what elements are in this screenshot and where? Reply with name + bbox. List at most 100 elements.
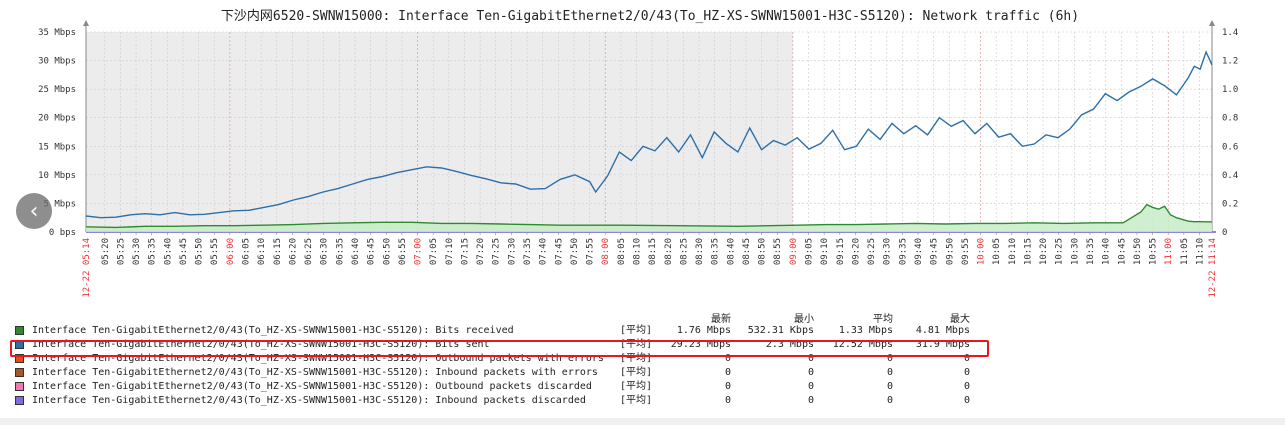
value-last: 0 xyxy=(724,367,731,378)
y-right-tick-label: 0.6 xyxy=(1222,142,1238,152)
x-tick-label: 10:20 xyxy=(1039,238,1049,265)
x-tick-label: 07:00 xyxy=(414,238,424,265)
x-tick-label: 09:25 xyxy=(867,238,877,265)
x-tick-label: 07:25 xyxy=(492,238,502,265)
y-right-tick-label: 1.4 xyxy=(1222,28,1238,38)
chevron-left-icon: ‹ xyxy=(29,198,39,224)
y-left-tick-label: 20 Mbps xyxy=(38,114,76,124)
y-left-tick-label: 30 Mbps xyxy=(38,57,76,67)
y-right-axis-arrow xyxy=(1209,20,1215,26)
x-tick-label: 08:05 xyxy=(617,238,627,265)
x-tick-label: 08:10 xyxy=(632,238,642,265)
series-color-swatch xyxy=(15,382,24,391)
footer-bar xyxy=(0,418,1285,425)
x-tick-label: 10:05 xyxy=(992,238,1002,265)
x-tick-label: 09:10 xyxy=(820,238,830,265)
header-min: 最小 xyxy=(794,314,814,325)
x-tick-label: 07:15 xyxy=(460,238,470,265)
value-max: 0 xyxy=(963,395,970,406)
x-tick-label: 06:20 xyxy=(288,238,298,265)
x-tick-label: 09:15 xyxy=(836,238,846,265)
x-start-label: 12-22 05:14 xyxy=(82,238,92,298)
x-tick-label: 06:25 xyxy=(304,238,314,265)
x-tick-label: 10:45 xyxy=(1117,238,1127,265)
x-tick-label: 09:55 xyxy=(961,238,971,265)
x-tick-label: 08:25 xyxy=(679,238,689,265)
series-function: [平均] xyxy=(620,353,653,364)
series-name: Interface Ten-GigabitEthernet2/0/43(To_H… xyxy=(32,395,586,406)
x-tick-label: 09:20 xyxy=(851,238,861,265)
x-tick-label: 09:05 xyxy=(805,238,815,265)
legend-row: Interface Ten-GigabitEthernet2/0/43(To_H… xyxy=(14,338,1004,352)
x-tick-label: 11:10 xyxy=(1195,238,1205,265)
x-tick-label: 07:35 xyxy=(523,238,533,265)
previous-graph-button[interactable]: ‹ xyxy=(16,193,52,229)
y-left-axis-arrow xyxy=(83,20,89,26)
series-color-swatch xyxy=(15,326,24,335)
x-tick-label: 09:50 xyxy=(945,238,955,265)
series-color-swatch xyxy=(15,354,24,363)
series-name: Interface Ten-GigabitEthernet2/0/43(To_H… xyxy=(32,339,490,350)
value-max: 0 xyxy=(963,353,970,364)
x-tick-label: 09:35 xyxy=(898,238,908,265)
x-tick-label: 08:15 xyxy=(648,238,658,265)
series-color-swatch xyxy=(15,396,24,405)
legend: 最新 最小 平均 最大 Interface Ten-GigabitEtherne… xyxy=(14,309,1004,408)
x-end-label: 12-22 11:14 xyxy=(1208,238,1218,298)
value-last: 0 xyxy=(724,353,731,364)
y-left-tick-label: 35 Mbps xyxy=(38,28,76,38)
value-avg: 0 xyxy=(886,381,893,392)
x-tick-label: 06:15 xyxy=(273,238,283,265)
y-right-tick-label: 0.8 xyxy=(1222,114,1238,124)
x-tick-label: 07:30 xyxy=(507,238,517,265)
legend-header: 最新 最小 平均 最大 xyxy=(14,309,1004,325)
x-tick-label: 08:55 xyxy=(773,238,783,265)
x-tick-label: 06:05 xyxy=(242,238,252,265)
x-tick-label: 07:55 xyxy=(586,238,596,265)
x-tick-label: 06:00 xyxy=(226,238,236,265)
x-tick-label: 06:10 xyxy=(257,238,267,265)
x-tick-label: 08:35 xyxy=(711,238,721,265)
series-function: [平均] xyxy=(620,325,653,336)
series-color-swatch xyxy=(15,368,24,377)
series-function: [平均] xyxy=(620,381,653,392)
series-name: Interface Ten-GigabitEthernet2/0/43(To_H… xyxy=(32,367,598,378)
x-tick-label: 10:50 xyxy=(1133,238,1143,265)
y-right-tick-label: 0.4 xyxy=(1222,171,1238,181)
value-max: 4.81 Mbps xyxy=(915,325,970,336)
x-tick-label: 07:20 xyxy=(476,238,486,265)
value-min: 0 xyxy=(807,395,814,406)
x-tick-label: 08:40 xyxy=(726,238,736,265)
y-left-tick-label: 0 bps xyxy=(49,228,76,238)
y-left-tick-label: 10 Mbps xyxy=(38,171,76,181)
value-last: 29.23 Mbps xyxy=(670,339,731,350)
x-tick-label: 05:55 xyxy=(210,238,220,265)
x-tick-label: 07:05 xyxy=(429,238,439,265)
value-last: 1.76 Mbps xyxy=(676,325,731,336)
x-tick-label: 06:35 xyxy=(335,238,345,265)
value-max: 31.9 Mbps xyxy=(915,339,970,350)
highlight-box xyxy=(10,340,989,357)
x-tick-label: 10:15 xyxy=(1023,238,1033,265)
value-min: 2.3 Mbps xyxy=(765,339,814,350)
value-last: 0 xyxy=(724,395,731,406)
value-max: 0 xyxy=(963,367,970,378)
x-tick-label: 09:30 xyxy=(883,238,893,265)
header-avg: 平均 xyxy=(873,314,893,325)
y-right-tick-label: 0.2 xyxy=(1222,199,1238,209)
value-avg: 0 xyxy=(886,395,893,406)
series-function: [平均] xyxy=(620,395,653,406)
x-tick-label: 10:40 xyxy=(1102,238,1112,265)
x-tick-label: 10:25 xyxy=(1055,238,1065,265)
y-left-tick-label: 5 Mbps xyxy=(43,199,76,209)
value-max: 0 xyxy=(963,381,970,392)
value-min: 0 xyxy=(807,367,814,378)
value-avg: 1.33 Mbps xyxy=(838,325,893,336)
x-tick-label: 08:50 xyxy=(758,238,768,265)
x-tick-label: 07:40 xyxy=(539,238,549,265)
x-tick-label: 08:00 xyxy=(601,238,611,265)
x-tick-label: 11:05 xyxy=(1180,238,1190,265)
x-tick-label: 05:25 xyxy=(116,238,126,265)
series-function: [平均] xyxy=(620,367,653,378)
x-tick-label: 11:00 xyxy=(1164,238,1174,265)
